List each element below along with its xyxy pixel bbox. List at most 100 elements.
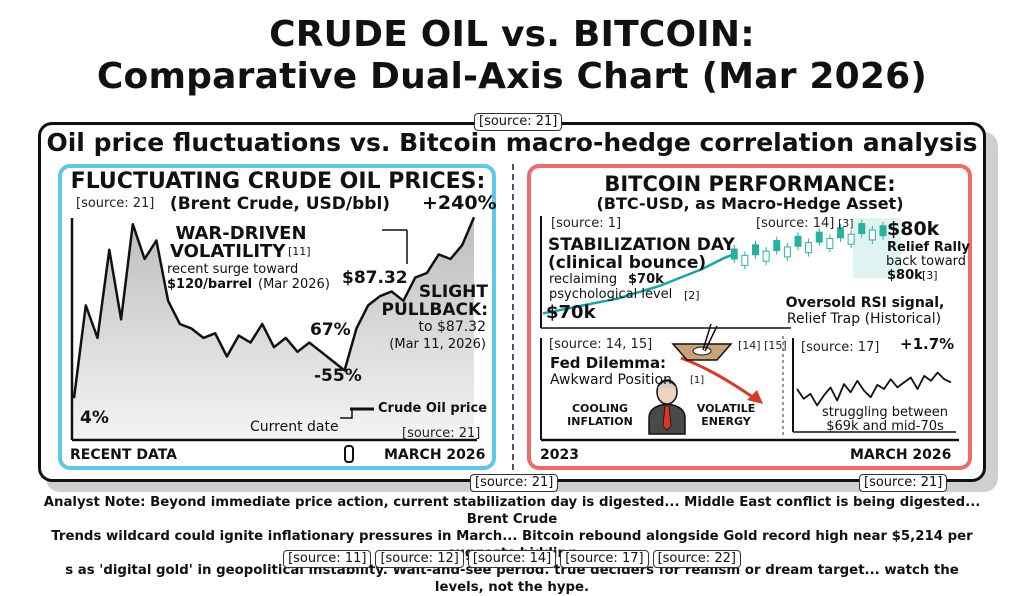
oil-source-bottom-right: [source: 21] bbox=[402, 426, 481, 441]
stabilization-level: psychological level bbox=[549, 287, 673, 302]
oil-source-top-left: [source: 21] bbox=[76, 196, 155, 211]
btc-ref-3: [3] bbox=[838, 217, 854, 230]
page-title-line-2: Comparative Dual-Axis Chart (Mar 2026) bbox=[96, 56, 928, 97]
relief-text: back toward bbox=[886, 254, 967, 269]
war-ref: [11] bbox=[288, 245, 311, 258]
stabilization-subtitle: (clinical bounce) bbox=[548, 253, 707, 273]
relief-ref: [3] bbox=[922, 269, 938, 282]
btc-candle bbox=[752, 244, 759, 256]
war-title-1: WAR-DRIVEN bbox=[175, 223, 307, 244]
war-title-2: VOLATILITY bbox=[170, 241, 286, 262]
page-title-line-1: CRUDE OIL vs. BITCOIN: bbox=[269, 14, 755, 55]
analyst-note: Analyst Note: Beyond immediate price act… bbox=[42, 494, 982, 596]
btc-candle bbox=[741, 254, 749, 266]
btc-x-label-right: MARCH 2026 bbox=[850, 447, 952, 463]
mini-text-1: struggling between bbox=[821, 405, 949, 420]
source-chip-17: [source: 17] bbox=[560, 550, 649, 568]
current-date-pointer bbox=[340, 408, 353, 419]
source-chip-14: [source: 14] bbox=[467, 550, 557, 568]
source-chip-22: [source: 22] bbox=[652, 550, 741, 568]
pullback-price: to $87.32 bbox=[418, 319, 487, 335]
oil-panel-subheading: (Brent Crude, USD/bbl) bbox=[169, 194, 391, 214]
btc-candle bbox=[794, 235, 802, 247]
source-chip-12: [source: 12] bbox=[375, 550, 464, 568]
tray-hole-icon bbox=[692, 346, 712, 356]
btc-trend-line bbox=[542, 252, 735, 315]
oil-pct-neg55: -55% bbox=[314, 366, 362, 386]
relief-title: Relief Rally bbox=[887, 240, 970, 255]
fed-refs: [14] [15] bbox=[738, 339, 787, 352]
btc-source-chip: [source: 21] bbox=[859, 474, 948, 492]
oil-legend-label: Crude Oil price bbox=[378, 401, 488, 416]
pullback-date: (Mar 11, 2026) bbox=[389, 337, 486, 352]
relief-price: $80k bbox=[887, 268, 923, 283]
war-text-1: recent surge toward bbox=[167, 262, 299, 277]
btc-candle bbox=[858, 223, 866, 235]
pullback-title-1: SLIGHT bbox=[418, 282, 488, 302]
oil-panel bbox=[58, 164, 496, 470]
mini-btc-line bbox=[796, 371, 952, 407]
btc-candle bbox=[826, 237, 834, 249]
btc-candle bbox=[773, 240, 781, 252]
btc-price-80k: $80k bbox=[887, 218, 940, 240]
panel-divider bbox=[512, 164, 514, 470]
oil-plot-area bbox=[72, 216, 476, 440]
btc-source-14: [source: 14] bbox=[756, 216, 835, 231]
oil-panel-heading: FLUCTUATING CRUDE OIL PRICES: bbox=[70, 169, 486, 194]
oversold-text: Relief Trap (Historical) bbox=[786, 311, 942, 327]
fed-text: Awkward Position bbox=[550, 372, 672, 388]
oil-price-label: $87.32 bbox=[342, 268, 408, 288]
btc-candle bbox=[783, 246, 791, 258]
current-date-label: Current date bbox=[250, 419, 339, 435]
source-chip-11: [source: 11] bbox=[283, 550, 372, 568]
btc-plot-area bbox=[542, 219, 887, 315]
mini-text-2: $69k and mid-70s bbox=[826, 419, 944, 434]
oil-area-fill bbox=[74, 217, 474, 440]
btc-chart-svg bbox=[540, 216, 959, 442]
oil-pct-4: 4% bbox=[80, 408, 109, 428]
fed-chair-icon bbox=[648, 379, 686, 435]
btc-candle bbox=[730, 248, 738, 260]
btc-x-label-left: 2023 bbox=[540, 447, 579, 463]
fed-ref: [1] bbox=[690, 375, 705, 386]
analyst-note-line-1: Analyst Note: Beyond immediate price act… bbox=[43, 495, 981, 527]
war-date: (Mar 2026) bbox=[258, 277, 330, 292]
btc-panel-heading: BITCOIN PERFORMANCE: bbox=[604, 172, 896, 196]
source-chip-top: [source: 21] bbox=[474, 113, 563, 131]
btc-candle bbox=[868, 229, 876, 241]
cooling-label: COOLING bbox=[571, 402, 629, 415]
oil-price-line bbox=[72, 216, 476, 399]
pen-icon bbox=[702, 323, 712, 351]
btc-panel bbox=[527, 164, 972, 470]
stabilization-text: reclaiming bbox=[549, 272, 618, 287]
energy-label: ENERGY bbox=[701, 415, 751, 428]
fed-source: [source: 14, 15] bbox=[549, 337, 653, 352]
footer-source-chip: [source: 21] bbox=[470, 474, 559, 492]
mini-source: [source: 17] bbox=[801, 340, 880, 355]
current-date-marker-icon bbox=[344, 445, 354, 463]
chart-subtitle: Oil price fluctuations vs. Bitcoin macro… bbox=[46, 128, 978, 157]
btc-candle bbox=[815, 231, 823, 243]
pullback-title-2: PULLBACK: bbox=[381, 300, 489, 320]
btc-candle bbox=[879, 225, 887, 237]
oil-x-label-left: RECENT DATA bbox=[70, 447, 177, 463]
oil-chart-svg bbox=[70, 216, 477, 463]
stabilization-title: STABILIZATION DAY bbox=[548, 235, 735, 255]
stabilization-ref: [2] bbox=[684, 289, 700, 302]
oversold-title: Oversold RSI signal, bbox=[785, 295, 945, 311]
mini-plot-area bbox=[796, 371, 952, 407]
btc-candle bbox=[805, 242, 813, 254]
oil-x-label-right: MARCH 2026 bbox=[384, 447, 486, 463]
fed-title: Fed Dilemma: bbox=[550, 354, 667, 372]
oil-pct-67: 67% bbox=[310, 320, 351, 340]
btc-panel-subheading: (BTC-USD, as Macro-Hedge Asset) bbox=[596, 194, 904, 213]
source-chips-row: [source: 11] [source: 12] [source: 14] [… bbox=[0, 550, 1024, 568]
fed-arrow-head-icon bbox=[747, 390, 763, 404]
btc-candle bbox=[762, 250, 770, 262]
pen-icon-2 bbox=[704, 325, 718, 352]
oil-pct-top: +240% bbox=[422, 192, 497, 214]
war-price: $120/barrel bbox=[167, 277, 253, 292]
volatile-label: VOLATILE bbox=[696, 402, 756, 415]
btc-source-1: [source: 1] bbox=[551, 216, 622, 231]
inflation-label: INFLATION bbox=[567, 415, 633, 428]
